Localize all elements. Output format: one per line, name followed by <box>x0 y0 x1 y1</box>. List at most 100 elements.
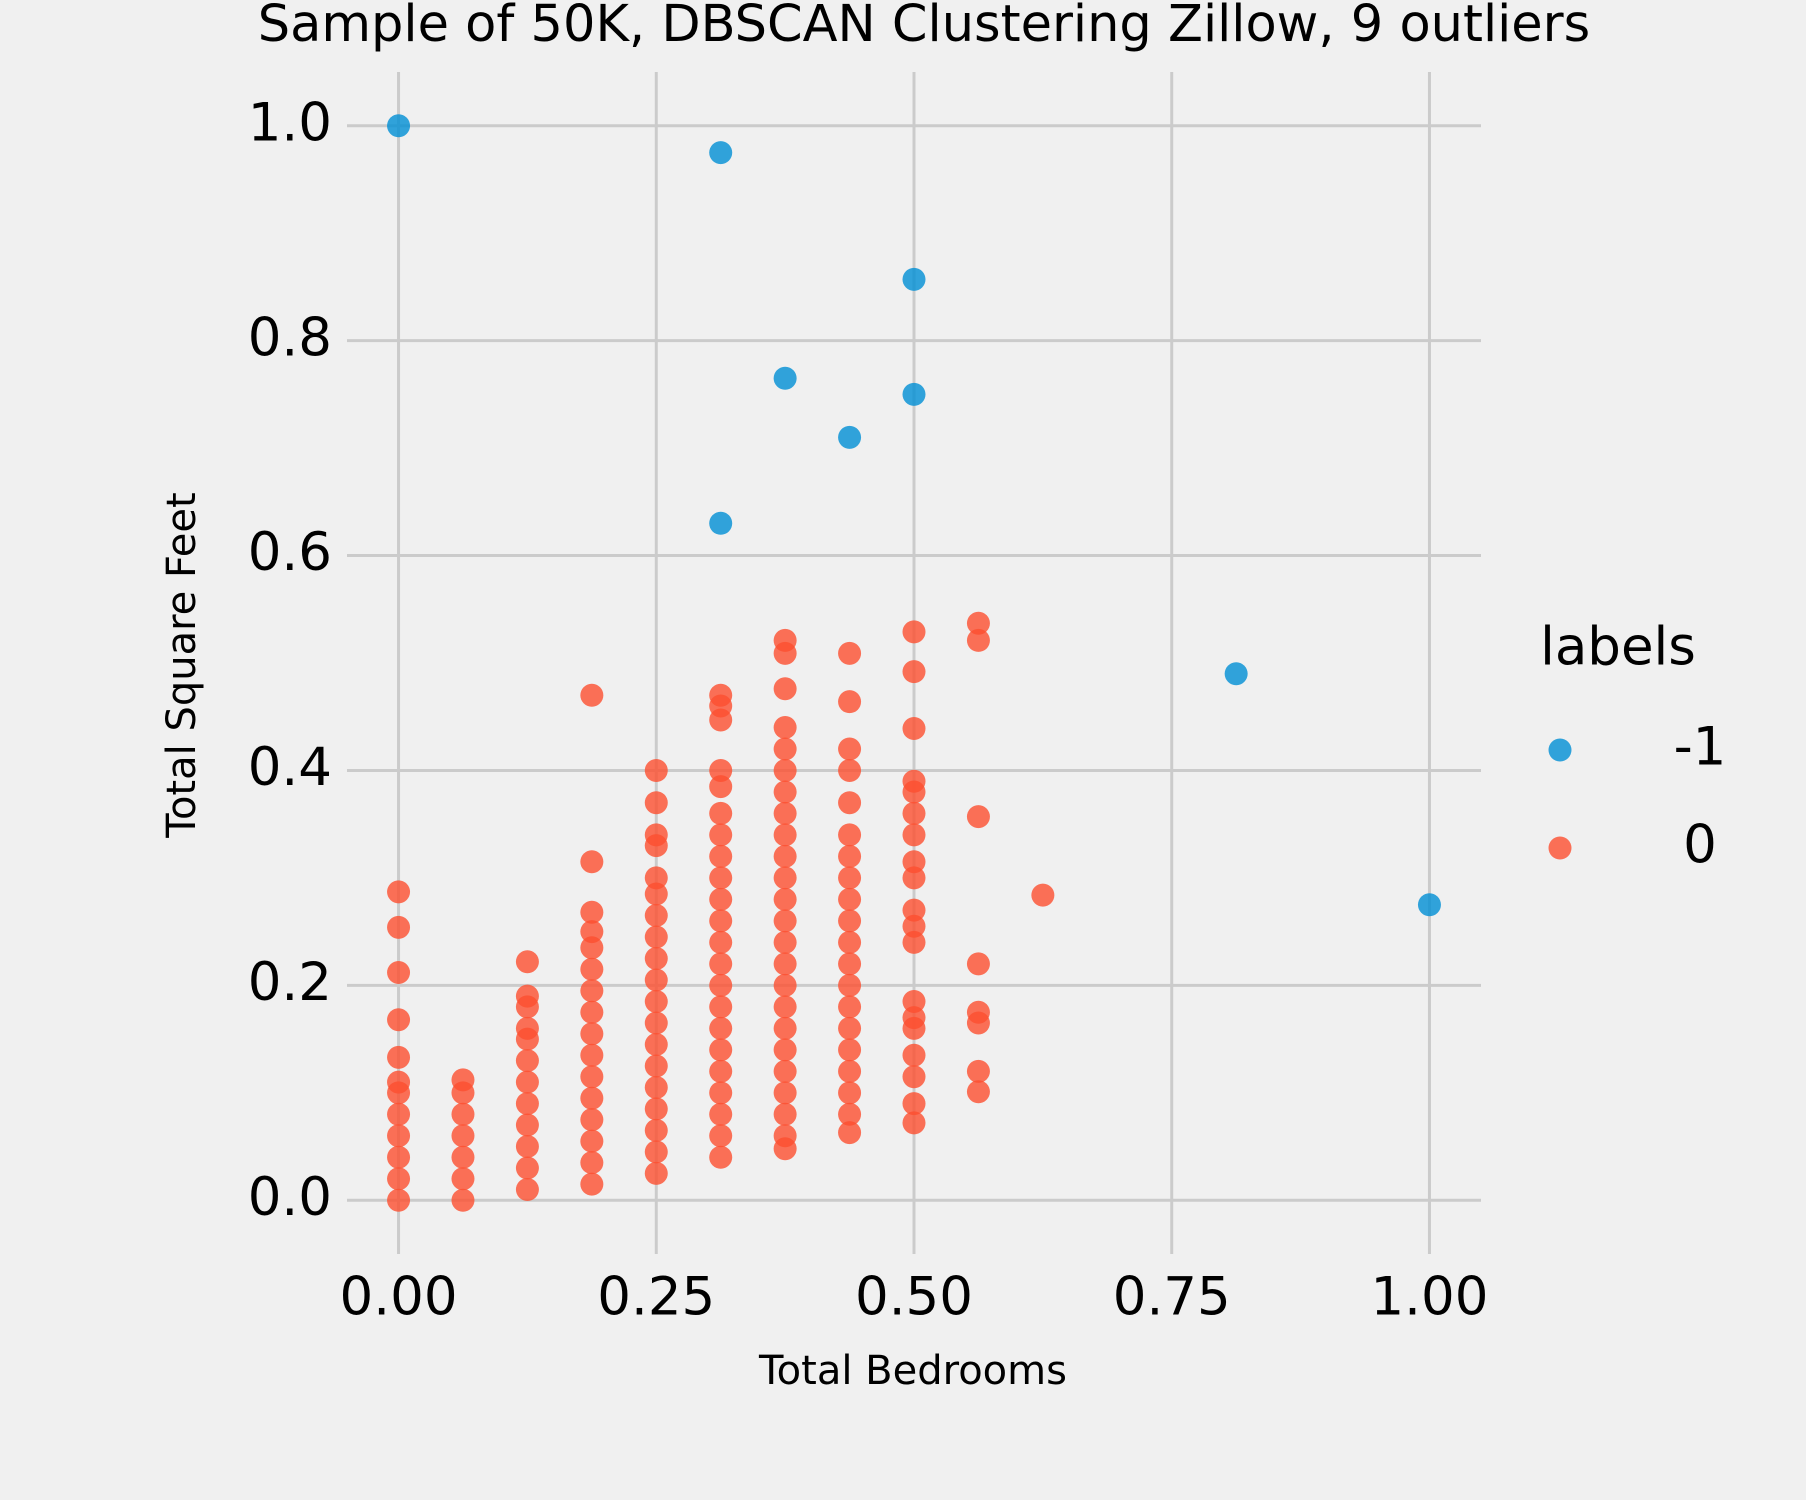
scatter-point <box>838 791 862 815</box>
scatter-point <box>644 947 668 970</box>
scatter-point <box>838 1038 862 1062</box>
x-axis-label: Total Bedrooms <box>758 1348 1067 1394</box>
scatter-point <box>902 1092 926 1116</box>
scatter-point <box>902 989 926 1013</box>
scatter-point <box>773 1016 797 1040</box>
scatter-point <box>838 1016 862 1040</box>
scatter-point <box>773 366 797 390</box>
scatter-point <box>773 1102 797 1126</box>
scatter-point <box>902 382 926 406</box>
scatter-point <box>709 823 733 847</box>
scatter-point <box>709 866 733 890</box>
legend-label: 0 <box>1683 815 1717 876</box>
y-tick-label: 0.8 <box>248 307 332 368</box>
scatter-point <box>515 1135 539 1159</box>
scatter-point <box>902 1006 926 1030</box>
scatter-point <box>902 1043 926 1067</box>
scatter-point <box>966 952 990 976</box>
scatter-point <box>644 1032 668 1056</box>
scatter-point <box>580 1151 604 1175</box>
scatter-point <box>773 758 797 782</box>
y-tick-label: 1.0 <box>248 92 332 153</box>
scatter-point <box>644 758 668 782</box>
scatter-point <box>838 758 862 782</box>
scatter-point <box>966 1059 990 1083</box>
scatter-point <box>387 1070 411 1094</box>
scatter-point <box>902 267 926 291</box>
scatter-point <box>773 1038 797 1062</box>
scatter-point <box>451 1188 475 1212</box>
scatter-point <box>644 1011 668 1035</box>
scatter-point <box>580 936 604 960</box>
y-tick-label: 0.4 <box>248 737 332 798</box>
scatter-point <box>773 930 797 954</box>
scatter-point <box>580 1065 604 1089</box>
scatter-point <box>387 114 411 138</box>
scatter-point <box>902 620 926 644</box>
scatter-point <box>709 1145 733 1169</box>
scatter-point <box>709 844 733 868</box>
scatter-point <box>773 801 797 825</box>
scatter-point <box>709 775 733 799</box>
scatter-point <box>902 801 926 825</box>
scatter-point <box>838 995 862 1019</box>
scatter-point <box>773 1059 797 1083</box>
scatter-point <box>580 1172 604 1196</box>
scatter-point <box>387 1008 411 1032</box>
scatter-point <box>966 1080 990 1104</box>
scatter-point <box>838 909 862 933</box>
scatter-point <box>1417 893 1441 917</box>
scatter-point <box>838 1081 862 1105</box>
scatter-point <box>644 1075 668 1099</box>
scatter-point <box>902 866 926 890</box>
scatter-point <box>838 425 862 449</box>
scatter-point <box>838 1102 862 1126</box>
scatter-point <box>966 805 990 829</box>
scatter-point <box>515 1156 539 1180</box>
scatter-point <box>515 1178 539 1202</box>
scatter-point <box>387 915 411 939</box>
scatter-point <box>902 914 926 938</box>
scatter-point <box>773 995 797 1019</box>
y-tick-label: 0.2 <box>248 952 332 1013</box>
scatter-point <box>580 957 604 981</box>
scatter-point <box>580 850 604 874</box>
scatter-point <box>451 1068 475 1092</box>
scatter-point <box>838 930 862 954</box>
scatter-point <box>580 683 604 707</box>
scatter-point <box>580 920 604 944</box>
scatter-point <box>773 909 797 933</box>
scatter-point <box>838 973 862 997</box>
scatter-point <box>838 887 862 911</box>
scatter-point <box>644 925 668 949</box>
scatter-point <box>580 1086 604 1110</box>
scatter-point <box>773 677 797 701</box>
scatter-point <box>644 866 668 890</box>
scatter-point <box>838 952 862 976</box>
scatter-point <box>709 1102 733 1126</box>
scatter-point <box>387 1188 411 1212</box>
scatter-point <box>580 1022 604 1046</box>
scatter-point <box>515 950 539 974</box>
scatter-point <box>644 823 668 847</box>
scatter-point <box>709 511 733 535</box>
scatter-point <box>709 1016 733 1040</box>
scatter-point <box>902 823 926 847</box>
scatter-point <box>709 995 733 1019</box>
legend-title: labels <box>1540 617 1696 678</box>
scatter-point <box>1224 662 1248 686</box>
scatter-point <box>580 1043 604 1067</box>
scatter-point <box>387 1102 411 1126</box>
scatter-point <box>451 1167 475 1191</box>
scatter-point <box>387 1124 411 1148</box>
scatter-point <box>451 1102 475 1126</box>
scatter-point <box>773 952 797 976</box>
scatter-point <box>387 1145 411 1169</box>
scatter-point <box>902 717 926 741</box>
scatter-point <box>773 1124 797 1148</box>
scatter-point <box>773 715 797 739</box>
scatter-point <box>709 141 733 165</box>
scatter-point <box>709 758 733 782</box>
scatter-point <box>773 780 797 804</box>
